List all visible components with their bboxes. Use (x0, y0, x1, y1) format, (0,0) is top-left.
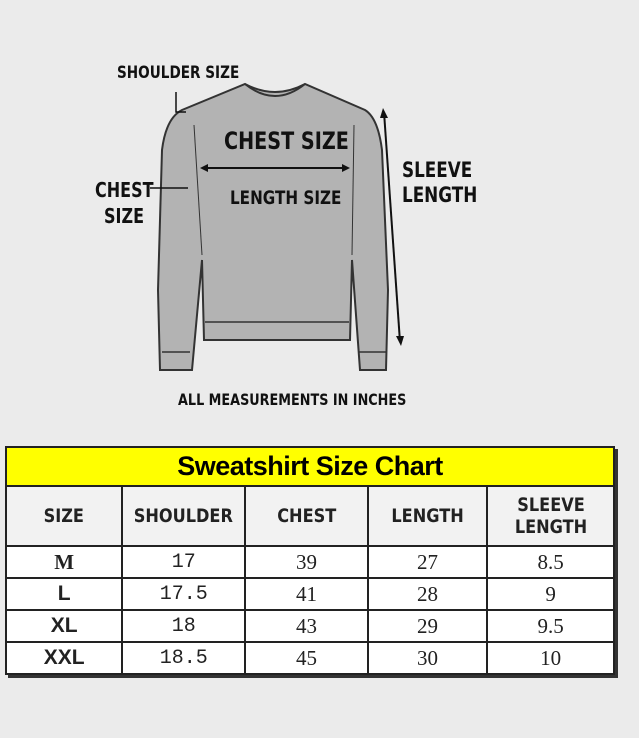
sweatshirt-body (156, 82, 390, 371)
cell-chest: 39 (244, 545, 369, 579)
cell-chest: 41 (244, 577, 369, 611)
cell-length: 30 (366, 641, 489, 675)
cell-size: XXL (4, 641, 124, 675)
cell-shoulder: 17.5 (121, 577, 247, 611)
cell-chest: 43 (244, 609, 369, 643)
cell-shoulder: 18 (121, 609, 247, 643)
table-row: L 17.5 41 28 9 (4, 577, 615, 611)
cell-shoulder: 17 (121, 545, 247, 579)
cell-length: 29 (366, 609, 489, 643)
cell-sleeve: 8.5 (486, 545, 615, 579)
cell-chest: 45 (244, 641, 369, 675)
chest-side-label: CHEST (95, 178, 154, 202)
table-row: M 17 39 27 8.5 (4, 545, 615, 579)
header-sleeve-length: SLEEVE LENGTH (486, 485, 615, 547)
length-size-label: LENGTH SIZE (230, 187, 342, 209)
table-row: XL 18 43 29 9.5 (4, 609, 615, 643)
table-row: XXL 18.5 45 30 10 (4, 641, 615, 675)
measurement-note: ALL MEASUREMENTS IN INCHES (178, 390, 407, 409)
cell-size: XL (4, 609, 124, 643)
sleeve-label-2: LENGTH (402, 183, 478, 207)
cell-length: 27 (366, 545, 489, 579)
chest-size-label: CHEST SIZE (224, 127, 349, 155)
header-chest: CHEST (244, 485, 369, 547)
cell-sleeve: 9 (486, 577, 615, 611)
header-size: SIZE (4, 485, 124, 547)
chest-side-label-2: SIZE (104, 204, 145, 228)
header-length: LENGTH (366, 485, 489, 547)
cell-sleeve: 9.5 (486, 609, 615, 643)
sweatshirt-diagram (150, 82, 404, 371)
table-title: Sweatshirt Size Chart (5, 446, 615, 487)
cell-size: M (4, 545, 124, 579)
cell-shoulder: 18.5 (121, 641, 247, 675)
cell-size: L (4, 577, 124, 611)
header-shoulder: SHOULDER (121, 485, 247, 547)
header-row: SIZE SHOULDER CHEST LENGTH SLEEVE LENGTH (4, 485, 615, 547)
size-chart-table: Sweatshirt Size Chart SIZE SHOULDER CHES… (4, 446, 615, 675)
cell-length: 28 (366, 577, 489, 611)
cell-sleeve: 10 (486, 641, 615, 675)
sleeve-label: SLEEVE (402, 158, 473, 182)
shoulder-pointer (175, 92, 186, 113)
shoulder-size-label: SHOULDER SIZE (117, 63, 240, 83)
sleeve-arrow (383, 111, 401, 343)
